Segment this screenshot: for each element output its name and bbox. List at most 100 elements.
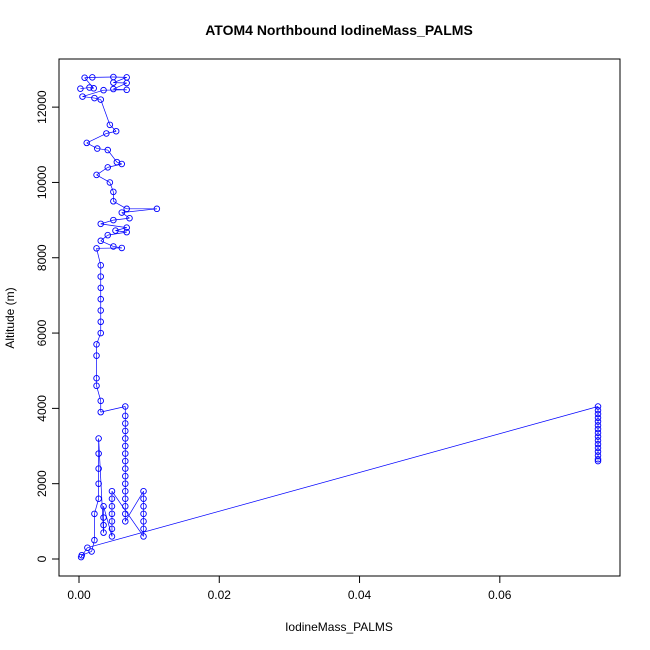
data-point bbox=[140, 518, 147, 525]
series-line-segment bbox=[100, 234, 108, 242]
data-point bbox=[95, 435, 102, 442]
data-point bbox=[594, 444, 602, 452]
series-points bbox=[77, 73, 602, 561]
data-point bbox=[93, 375, 100, 382]
data-point bbox=[100, 529, 107, 536]
series-line-segment bbox=[109, 182, 114, 192]
data-point bbox=[97, 307, 104, 314]
data-point bbox=[122, 412, 129, 420]
series-line-segment bbox=[86, 133, 107, 144]
data-point bbox=[594, 425, 602, 433]
data-point bbox=[594, 437, 602, 444]
data-point bbox=[95, 480, 102, 487]
series-line-segment bbox=[106, 130, 117, 134]
data-point bbox=[88, 548, 95, 555]
data-point bbox=[97, 237, 104, 245]
series-line-segment bbox=[87, 406, 599, 549]
series-line-segment bbox=[96, 167, 108, 176]
series-line-segment bbox=[82, 89, 104, 97]
series-line-segment bbox=[115, 230, 127, 233]
data-point bbox=[108, 518, 116, 525]
y-tick-label: 12000 bbox=[35, 90, 49, 124]
data-point bbox=[106, 179, 114, 186]
data-point bbox=[95, 465, 102, 472]
data-point bbox=[100, 503, 107, 510]
data-point bbox=[93, 341, 100, 348]
data-point bbox=[110, 216, 117, 224]
data-point bbox=[126, 214, 133, 222]
data-point bbox=[108, 533, 116, 540]
x-tick-label: 0.04 bbox=[348, 588, 372, 602]
data-point bbox=[594, 440, 602, 448]
data-point bbox=[122, 495, 129, 503]
y-tick-label: 0 bbox=[35, 555, 49, 562]
data-point bbox=[110, 188, 117, 196]
data-point bbox=[103, 130, 110, 137]
data-point bbox=[122, 518, 129, 525]
data-point bbox=[93, 171, 100, 179]
series-line-segment bbox=[80, 547, 88, 558]
data-point bbox=[594, 448, 602, 455]
series-line-segment bbox=[121, 212, 130, 219]
data-point bbox=[122, 427, 129, 435]
data-point bbox=[110, 85, 117, 93]
series-line-segment bbox=[89, 87, 94, 89]
data-point bbox=[95, 495, 102, 503]
data-point bbox=[86, 84, 93, 91]
data-point bbox=[97, 318, 104, 326]
series-lines bbox=[80, 76, 599, 558]
data-point bbox=[79, 93, 86, 100]
series-line-segment bbox=[97, 148, 108, 151]
data-point bbox=[140, 510, 147, 518]
data-point bbox=[77, 553, 85, 561]
y-axis: 0 2000 4000 6000 8000 10000 12000 bbox=[35, 90, 60, 562]
series-line-segment bbox=[100, 219, 114, 225]
x-axis-label: IodineMass_PALMS bbox=[285, 620, 393, 634]
x-axis: 0.00 0.02 0.04 0.06 bbox=[67, 575, 512, 602]
data-point bbox=[122, 442, 129, 450]
data-point bbox=[97, 329, 104, 337]
data-point bbox=[93, 245, 100, 252]
data-point bbox=[104, 231, 112, 239]
data-point bbox=[122, 487, 129, 495]
series-line-segment bbox=[107, 149, 118, 163]
series-line-segment bbox=[121, 208, 157, 213]
series-line-segment bbox=[96, 332, 102, 345]
data-point bbox=[97, 220, 104, 228]
data-point bbox=[91, 510, 98, 518]
series-line-segment bbox=[124, 491, 144, 522]
data-point bbox=[594, 422, 602, 429]
data-point bbox=[118, 209, 126, 216]
series-line-segment bbox=[80, 87, 90, 90]
data-point bbox=[77, 85, 84, 92]
data-point bbox=[594, 407, 602, 414]
data-point bbox=[140, 487, 147, 495]
data-point bbox=[89, 74, 96, 81]
series-line-segment bbox=[96, 174, 111, 183]
series-line-segment bbox=[113, 77, 127, 83]
series-line-segment bbox=[109, 124, 117, 132]
data-point bbox=[100, 86, 107, 94]
data-point bbox=[108, 487, 116, 495]
data-point bbox=[123, 205, 130, 213]
data-point bbox=[110, 198, 117, 205]
data-point bbox=[108, 525, 116, 533]
data-point bbox=[93, 382, 100, 390]
data-point bbox=[100, 514, 107, 521]
data-point bbox=[97, 284, 104, 292]
data-point bbox=[90, 85, 97, 92]
chart-title: ATOM4 Northbound IodineMass_PALMS bbox=[205, 22, 473, 38]
data-point bbox=[110, 243, 117, 250]
data-point bbox=[95, 450, 102, 457]
data-point bbox=[594, 433, 602, 440]
data-point bbox=[122, 480, 129, 487]
data-point bbox=[84, 544, 91, 551]
y-tick-label: 4000 bbox=[35, 395, 49, 422]
data-point bbox=[112, 227, 119, 234]
series-line-segment bbox=[81, 551, 92, 556]
data-point bbox=[83, 139, 90, 147]
data-point bbox=[106, 121, 114, 129]
data-point bbox=[118, 244, 126, 252]
series-line-segment bbox=[100, 406, 126, 413]
